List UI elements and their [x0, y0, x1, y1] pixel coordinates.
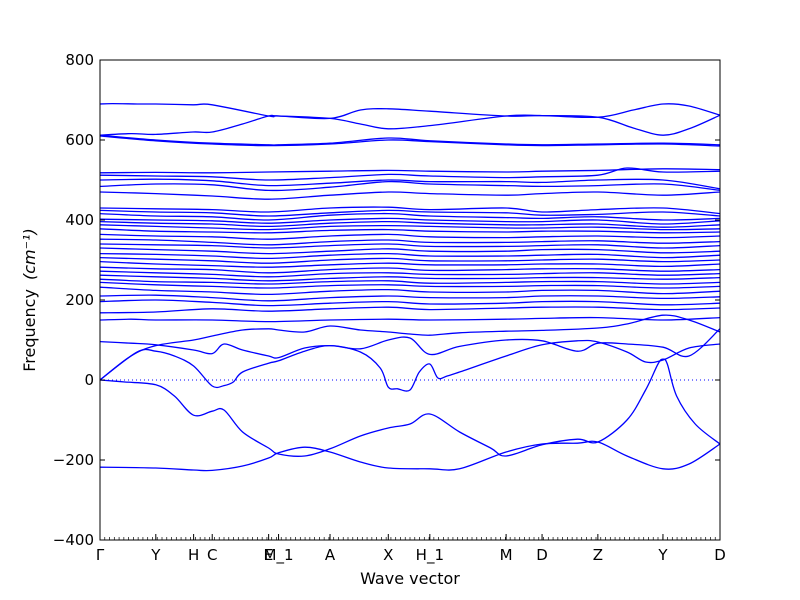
band-line-22	[100, 256, 720, 264]
band-line-8	[100, 180, 720, 192]
band-line-11	[100, 209, 720, 217]
x-tick-label: H_1	[416, 546, 444, 565]
x-tick-label: E	[264, 546, 273, 564]
band-line-18	[100, 238, 720, 246]
x-tick-label: X	[383, 546, 393, 564]
x-tick-label: M_1	[264, 546, 294, 565]
x-tick-label: Z	[593, 546, 603, 564]
band-line-14	[100, 220, 720, 228]
y-axis-title-group: Frequency (cm⁻¹)	[20, 228, 39, 371]
band-line-27	[100, 278, 720, 285]
y-axis-title-text: Frequency	[20, 289, 39, 372]
band-line-26	[100, 274, 720, 282]
x-tick-label: D	[536, 546, 548, 564]
band-line-35	[100, 328, 720, 359]
y-tick-label: 200	[65, 291, 94, 309]
band-line-3	[100, 134, 720, 146]
band-line-32	[100, 306, 720, 314]
band-line-1	[100, 102, 720, 120]
x-tick-label: D	[714, 546, 726, 564]
band-line-9	[100, 191, 720, 200]
x-tick-label: M	[500, 546, 513, 564]
y-tick-label: 0	[84, 371, 94, 389]
band-line-6	[100, 167, 720, 181]
band-line-12	[100, 212, 720, 221]
y-tick-label: −400	[53, 531, 94, 549]
band-line-19	[100, 243, 720, 249]
band-line-29	[100, 286, 720, 296]
x-tick-label: A	[325, 546, 336, 564]
band-line-33	[100, 316, 720, 323]
y-tick-label: 400	[65, 211, 94, 229]
band-line-2	[100, 114, 720, 136]
band-line-37	[100, 358, 720, 457]
band-line-15	[100, 224, 720, 231]
band-line-21	[100, 252, 720, 260]
y-axis-title: Frequency (cm⁻¹)	[20, 228, 39, 371]
x-axis-title: Wave vector	[360, 569, 460, 588]
y-axis: −400 −200 0 200 400 600 800	[53, 51, 720, 549]
band-line-31	[100, 299, 720, 307]
band-line-28	[100, 281, 720, 289]
x-tick-label: Y	[150, 546, 161, 564]
band-line-7	[100, 178, 720, 190]
band-line-34	[100, 314, 720, 381]
band-line-4	[100, 135, 720, 147]
band-line-20	[100, 247, 720, 255]
y-tick-label: 800	[65, 51, 94, 69]
band-line-10	[100, 206, 720, 215]
x-tick-label: Γ	[96, 546, 105, 564]
x-tick-label: H	[188, 546, 199, 564]
band-line-17	[100, 233, 720, 240]
band-line-16	[100, 228, 720, 234]
band-line-38	[100, 440, 720, 472]
x-tick-label: C	[207, 546, 217, 564]
x-tick-label: Y	[657, 546, 668, 564]
y-axis-title-unit: (cm⁻¹)	[20, 228, 39, 280]
x-axis: Γ Y H C EM_1 A X H_1 M D Z Y D	[96, 534, 726, 565]
band-line-24	[100, 266, 720, 274]
band-series-group	[100, 102, 720, 472]
band-line-13	[100, 217, 720, 225]
band-line-36	[100, 339, 720, 392]
band-line-23	[100, 260, 720, 268]
band-line-25	[100, 270, 720, 278]
y-tick-label: −200	[53, 451, 94, 469]
band-line-30	[100, 294, 720, 302]
band-line-5	[100, 168, 720, 174]
y-tick-label: 600	[65, 131, 94, 149]
